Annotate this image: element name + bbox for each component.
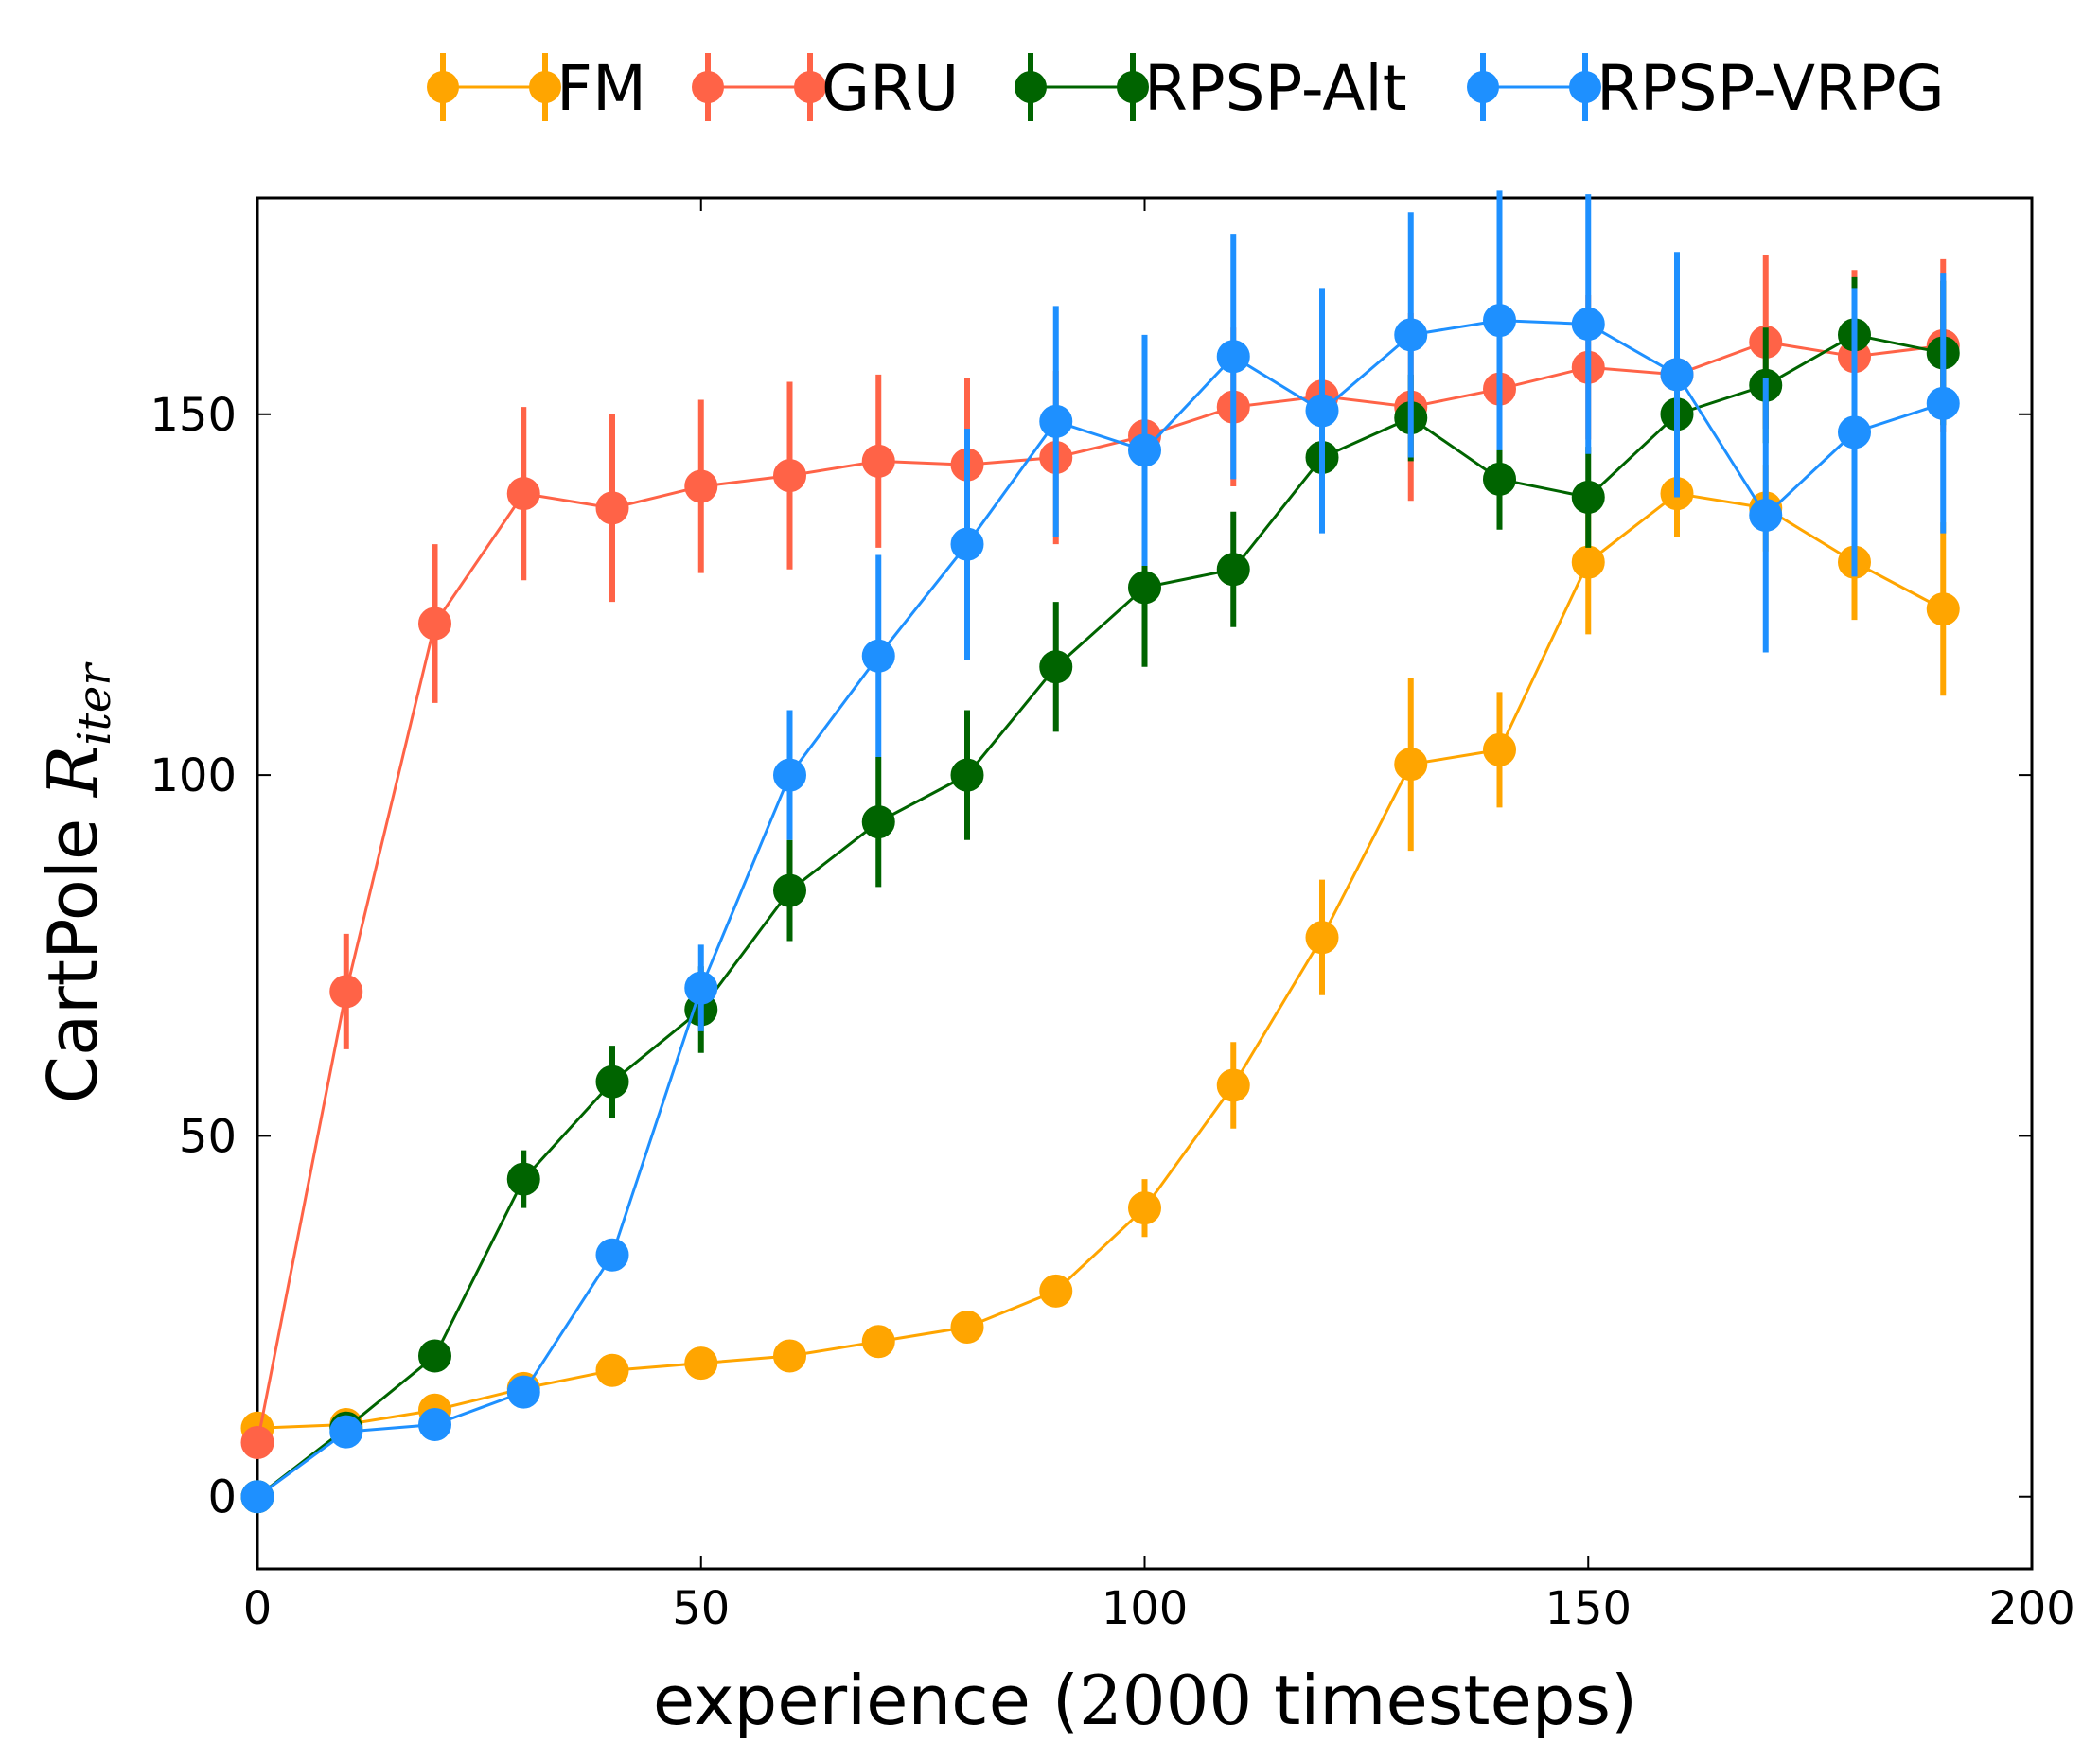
- data-point: [1039, 1274, 1073, 1308]
- x-tick-label: 50: [672, 1582, 730, 1635]
- x-tick-label: 0: [243, 1582, 273, 1635]
- legend-marker: [1569, 71, 1601, 103]
- data-point: [240, 1480, 274, 1514]
- legend-marker: [1467, 71, 1499, 103]
- data-point: [861, 444, 895, 478]
- data-point: [1128, 571, 1161, 605]
- x-tick-label: 150: [1544, 1582, 1632, 1635]
- x-tick-labels: 0 50 100 150 200: [243, 1582, 2075, 1635]
- data-point: [1128, 1191, 1161, 1225]
- data-point: [595, 1065, 629, 1099]
- axis-ticks: [256, 198, 2033, 1569]
- data-point: [861, 1325, 895, 1359]
- data-point: [418, 1339, 451, 1373]
- x-tick-label: 200: [1988, 1582, 2075, 1635]
- y-axis-title-symbol: R: [33, 746, 113, 799]
- data-point: [684, 469, 718, 503]
- y-axis-title-pre: CartPole: [33, 797, 113, 1103]
- data-point: [861, 639, 895, 673]
- series-line: [256, 319, 1944, 1498]
- data-point: [1394, 748, 1428, 782]
- data-point: [950, 527, 984, 561]
- legend-label: RPSP-VRPG: [1597, 52, 1945, 125]
- series-line: [256, 333, 1944, 1498]
- legend-marker: [1015, 71, 1047, 103]
- legend-item-rpsp-vrpg: RPSP-VRPG: [1467, 52, 1945, 125]
- legend-item-gru: GRU: [692, 52, 959, 125]
- data-point: [1483, 732, 1516, 766]
- data-point: [1216, 553, 1250, 587]
- data-point: [1039, 404, 1073, 438]
- data-point: [1838, 415, 1871, 449]
- data-point: [506, 477, 540, 511]
- series-layer: [240, 190, 1960, 1514]
- y-axis-title: CartPole Riter: [33, 661, 121, 1104]
- legend-marker: [692, 71, 724, 103]
- legend-marker: [794, 71, 826, 103]
- data-point: [240, 1426, 274, 1460]
- data-point: [861, 805, 895, 839]
- data-point: [1128, 433, 1161, 467]
- legend: FM GRU RPSP-Alt RPSP-VRPG: [427, 52, 1945, 125]
- x-axis-title-pre: experience (: [653, 1661, 1079, 1740]
- legend-marker: [427, 71, 459, 103]
- data-point: [595, 1353, 629, 1387]
- data-point: [595, 1238, 629, 1272]
- data-point: [506, 1162, 540, 1196]
- legend-label: RPSP-Alt: [1144, 52, 1407, 125]
- y-tick-label: 150: [150, 389, 237, 442]
- legend-marker: [1117, 71, 1149, 103]
- data-point: [1571, 307, 1605, 341]
- data-point: [1305, 921, 1339, 955]
- series-rpsp-vrpg: [240, 190, 1960, 1514]
- data-point: [1039, 650, 1073, 684]
- data-point: [773, 873, 806, 907]
- data-point: [684, 1346, 718, 1381]
- data-point: [684, 971, 718, 1005]
- data-point: [773, 1339, 806, 1373]
- y-tick-labels: 0 50 100 150: [150, 389, 237, 1524]
- data-point: [1660, 358, 1694, 392]
- data-point: [595, 491, 629, 525]
- data-point: [1571, 480, 1605, 514]
- data-point: [950, 758, 984, 792]
- x-tick-label: 100: [1102, 1582, 1189, 1635]
- data-point: [1571, 545, 1605, 579]
- y-tick-label: 100: [150, 749, 237, 802]
- data-point: [1305, 394, 1339, 428]
- data-point: [1483, 462, 1516, 496]
- data-point: [1216, 1068, 1250, 1102]
- y-axis-title-subscript: iter: [68, 661, 121, 746]
- legend-label: GRU: [821, 52, 959, 125]
- legend-label: FM: [556, 52, 646, 125]
- data-point: [1394, 318, 1428, 352]
- data-point: [329, 975, 363, 1009]
- data-point: [1926, 592, 1960, 626]
- legend-item-rpsp-alt: RPSP-Alt: [1015, 52, 1407, 125]
- legend-marker: [529, 71, 561, 103]
- data-point: [329, 1415, 363, 1449]
- x-axis-title-number: 2000: [1079, 1661, 1252, 1740]
- x-axis-title: experience (2000 timesteps): [653, 1661, 1637, 1740]
- data-point: [773, 758, 806, 792]
- data-point: [1926, 386, 1960, 420]
- data-point: [418, 1407, 451, 1441]
- data-point: [1749, 499, 1783, 533]
- legend-item-fm: FM: [427, 52, 646, 125]
- x-axis-title-post: timesteps): [1252, 1661, 1637, 1740]
- data-point: [418, 607, 451, 641]
- data-point: [950, 1311, 984, 1345]
- y-tick-label: 50: [179, 1110, 237, 1163]
- data-point: [1483, 304, 1516, 338]
- data-point: [773, 459, 806, 493]
- data-point: [506, 1375, 540, 1409]
- y-tick-label: 0: [207, 1471, 237, 1524]
- data-point: [1216, 340, 1250, 374]
